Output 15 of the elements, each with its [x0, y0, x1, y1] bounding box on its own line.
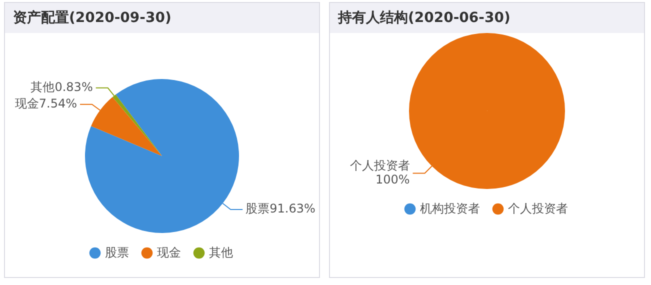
slice-label: 股票 [246, 202, 270, 216]
legend-label: 现金 [157, 245, 181, 260]
data-label: 7.54% [38, 96, 78, 110]
chart-title: 资产配置(2020-09-30) [5, 3, 319, 33]
legend-label: 个人投资者 [508, 201, 568, 216]
chart-title: 持有人结构(2020-06-30) [330, 3, 644, 33]
slice-label: 现金 [14, 96, 39, 110]
legend-label: 股票 [105, 245, 129, 260]
slice-label: 其他 [30, 80, 55, 94]
slice-label: 个人投资者 [350, 158, 410, 172]
legend-label: 机构投资者 [420, 201, 480, 216]
data-label: 100% [375, 172, 410, 186]
data-label: 91.63% [270, 202, 316, 216]
legend-label: 其他 [209, 245, 233, 260]
data-label: 0.83% [54, 80, 93, 94]
